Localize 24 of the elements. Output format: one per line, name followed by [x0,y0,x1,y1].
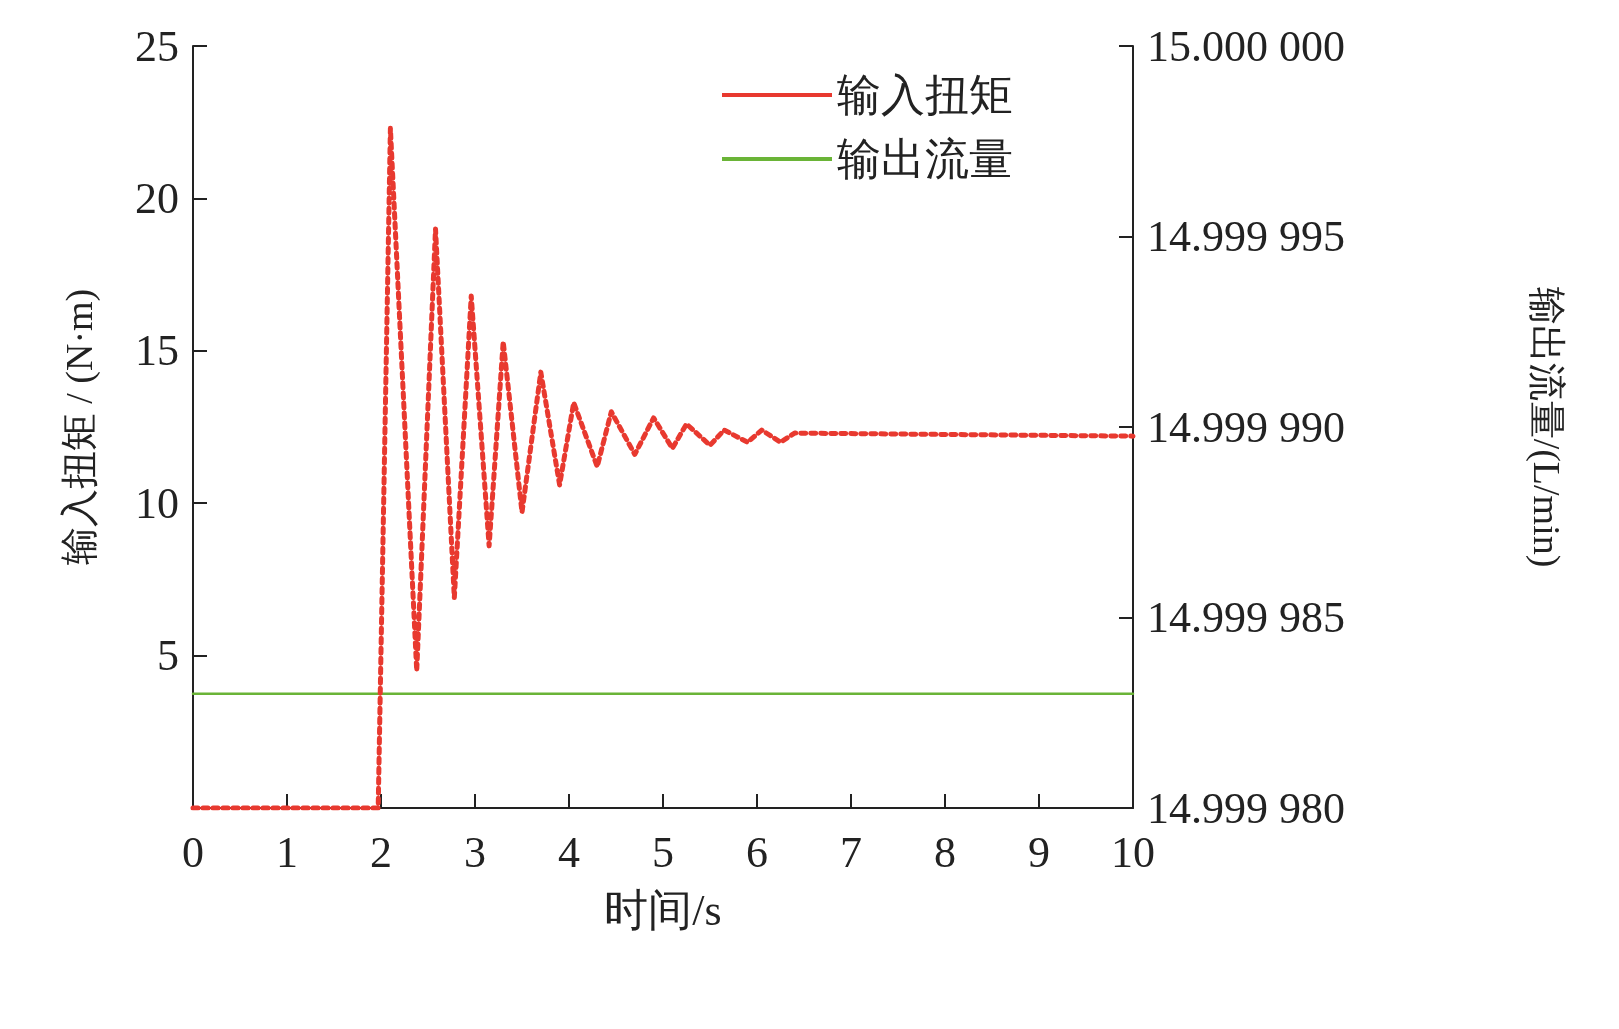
y-tick-label: 25 [135,21,179,71]
x-tick-label: 9 [1028,827,1050,877]
x-axis-title: 时间/s [604,885,722,935]
x-tick-label: 5 [652,827,674,877]
y2-tick-label: 14.999 995 [1147,212,1345,261]
y2-tick-label: 14.999 985 [1147,593,1345,642]
x-tick-label: 6 [746,827,768,877]
legend-label: 输出流量 [837,134,1013,184]
y-tick-label: 5 [157,631,179,681]
legend-label: 输入扭矩 [837,70,1013,120]
y2-tick-label: 14.999 990 [1147,402,1345,452]
x-tick-label: 1 [276,827,298,877]
x-tick-label: 0 [182,827,204,877]
x-tick-label: 7 [840,827,862,877]
x-tick-label: 4 [558,827,580,877]
x-tick-label: 2 [370,827,392,877]
y-tick-label: 15 [135,326,179,376]
y-tick-label: 10 [135,478,179,528]
y2-tick-label: 15.000 000 [1147,21,1345,71]
y2-axis-title: 输出流量/(L/min) [1525,286,1568,568]
y-axis-title: 输入扭矩 / (N·m) [58,288,101,566]
x-tick-label: 3 [464,827,486,877]
x-tick-label: 8 [934,827,956,877]
y-tick-label: 20 [135,173,179,223]
